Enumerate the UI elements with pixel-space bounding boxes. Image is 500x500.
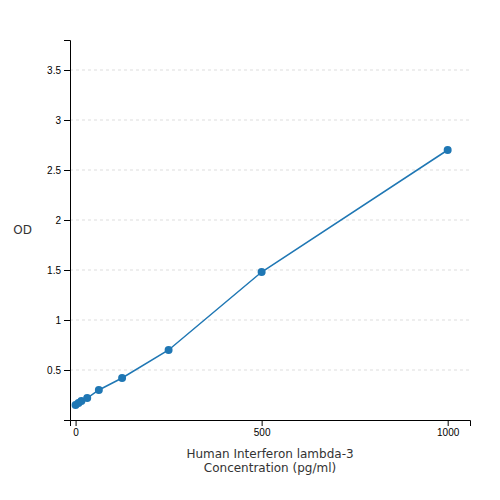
tick-label: 500 xyxy=(254,427,271,438)
grid-line xyxy=(70,370,470,371)
tick-label: 3.5 xyxy=(47,65,61,76)
tick-mark xyxy=(448,420,449,426)
tick-label: 1 xyxy=(55,315,61,326)
plot: 0 500 1000 0.5 1 1.5 2 2.5 3 3.5 xyxy=(47,41,470,439)
tick-label: 2 xyxy=(55,215,61,226)
tick-mark xyxy=(64,170,70,171)
marker xyxy=(444,146,452,154)
grid-line xyxy=(70,220,470,221)
chart: 0 500 1000 0.5 1 1.5 2 2.5 3 3.5 Human Interferon … xyxy=(0,0,500,500)
tick: 0.5 xyxy=(47,365,70,376)
tick-mark xyxy=(64,270,70,271)
tick: 1000 xyxy=(437,420,460,438)
tick: 0 xyxy=(73,420,79,438)
tick: 2 xyxy=(55,215,70,226)
tick: 3 xyxy=(55,115,70,126)
grid-line xyxy=(70,320,470,321)
tick: 3.5 xyxy=(47,65,70,76)
grid-line xyxy=(70,170,470,171)
tick-mark xyxy=(64,220,70,221)
tick: 500 xyxy=(254,420,271,438)
y-axis: 0.5 1 1.5 2 2.5 3 3.5 xyxy=(47,41,70,421)
tick: 1 xyxy=(55,315,70,326)
marker xyxy=(165,346,173,354)
tick-label: 3 xyxy=(55,115,61,126)
marker xyxy=(83,394,91,402)
tick-mark xyxy=(262,420,263,426)
tick-label: 2.5 xyxy=(47,165,61,176)
marker xyxy=(118,374,126,382)
tick-mark xyxy=(64,320,70,321)
axis-line xyxy=(71,421,471,427)
x-axis-label: Human Interferon lambda-3Concentration (… xyxy=(186,447,353,475)
tick: 1.5 xyxy=(47,265,70,276)
marker xyxy=(95,386,103,394)
y-axis-label: OD xyxy=(13,223,32,237)
tick-label: 0 xyxy=(73,427,79,438)
tick: 2.5 xyxy=(47,165,70,176)
grid-line xyxy=(70,70,470,71)
x-axis: 0 500 1000 xyxy=(71,420,471,438)
grid-line xyxy=(70,120,470,121)
line xyxy=(76,150,448,405)
axis-line xyxy=(64,41,71,421)
grid xyxy=(70,70,470,370)
tick-label: 1000 xyxy=(437,427,460,438)
tick-label: 1.5 xyxy=(47,265,61,276)
tick-label: 0.5 xyxy=(47,365,61,376)
tick-mark xyxy=(64,370,70,371)
marks xyxy=(72,146,452,409)
tick-mark xyxy=(76,420,77,426)
marker xyxy=(258,268,266,276)
grid-line xyxy=(70,270,470,271)
tick-mark xyxy=(64,120,70,121)
tick-mark xyxy=(64,70,70,71)
